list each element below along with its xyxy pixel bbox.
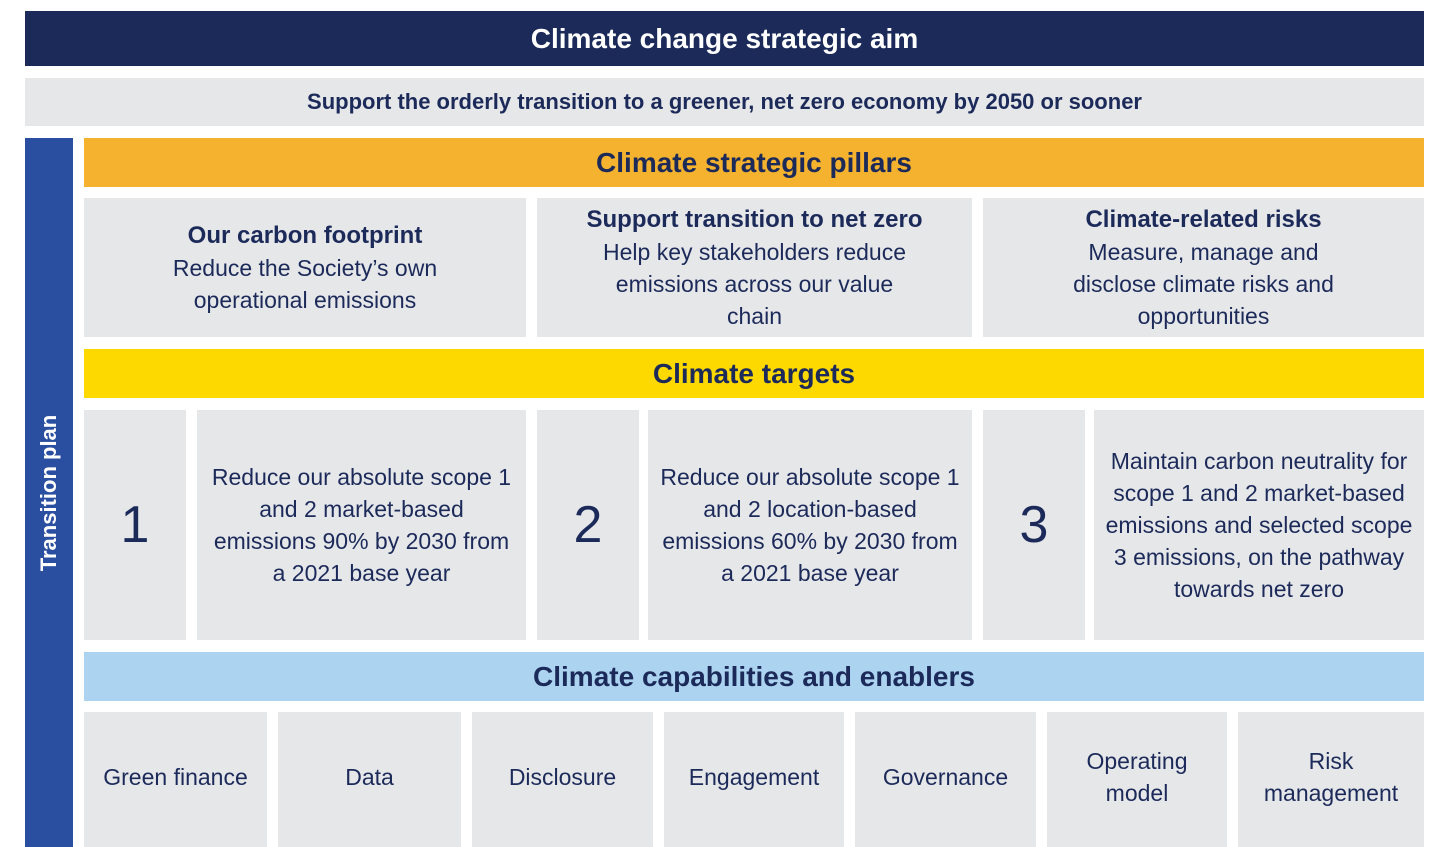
capability-box: Governance [855,712,1036,847]
pillar-title: Climate-related risks [1085,205,1322,233]
side-label: Transition plan [36,414,61,571]
capability-box: Green finance [84,712,267,847]
capability-box: Risk management [1238,712,1424,847]
target-number: 2 [573,496,603,554]
section-title: Climate targets [652,357,856,389]
section-title: Climate capabilities and enablers [533,660,975,692]
capability-box: Data [278,712,461,847]
capability: Data [345,763,394,790]
capability-box: Operating model [1047,712,1227,847]
pillar-text: Reduce the Society’s own operational emi… [172,254,438,313]
pillar-box: Support transition to net zero Help key s… [537,198,972,337]
target-number-box: 2 [537,410,639,640]
capability: Green finance [103,763,248,790]
pillar-box: Our carbon footprint Reduce the Society’s… [84,198,526,337]
aim: Support the orderly transition to a gree… [307,89,1142,114]
capability: Engagement [688,763,820,790]
section-header: Climate targets [84,349,1424,398]
title: Climate change strategic aim [530,22,919,54]
capability-box: Engagement [664,712,844,847]
aim-banner: Support the orderly transition to a gree… [25,78,1424,126]
target-text-box: Reduce our absolute scope 1 and 2 market… [197,410,526,640]
target-number: 1 [120,496,150,554]
pillar-title: Our carbon footprint [187,221,423,249]
capability: Operating model [1086,747,1188,806]
section-header: Climate strategic pillars [84,138,1424,187]
capability: Disclosure [508,763,617,790]
target-text: Maintain carbon neutrality for scope 1 a… [1105,448,1413,602]
capability-box: Disclosure [472,712,653,847]
title-banner: Climate change strategic aim [25,11,1424,66]
capability: Governance [882,763,1009,790]
target-text: Reduce our absolute scope 1 and 2 market… [211,464,512,586]
target-text: Reduce our absolute scope 1 and 2 locati… [660,464,960,586]
target-text-box: Maintain carbon neutrality for scope 1 a… [1094,410,1424,640]
section-title: Climate strategic pillars [596,146,912,178]
section-header: Climate capabilities and enablers [84,652,1424,701]
pillar-text: Measure, manage and disclose climate ris… [1073,238,1334,329]
capability: Risk management [1263,747,1399,806]
side-bar: Transition plan [25,138,73,847]
target-number-box: 1 [84,410,186,640]
target-number: 3 [1019,496,1049,554]
pillar-box: Climate-related risks Measure, manage and… [983,198,1424,337]
target-number-box: 3 [983,410,1085,640]
pillar-text: Help key stakeholders reduce emissions a… [603,238,906,329]
target-text-box: Reduce our absolute scope 1 and 2 locati… [648,410,972,640]
pillar-title: Support transition to net zero [586,205,923,233]
